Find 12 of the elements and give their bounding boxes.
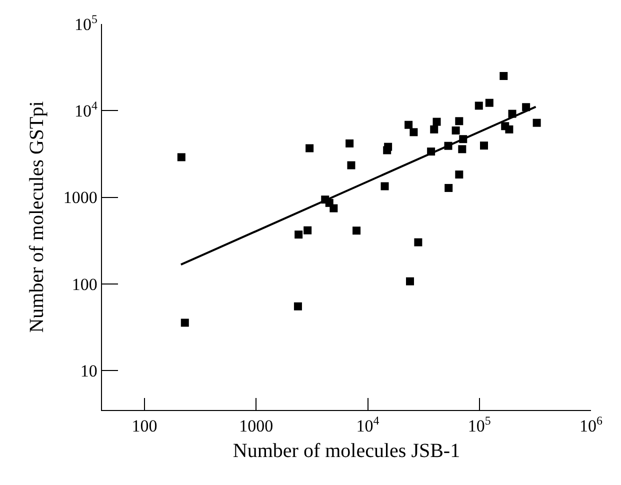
y-tick-label: 10 bbox=[80, 361, 98, 380]
x-tick-label: 10$^{4}$ bbox=[356, 413, 380, 436]
y-tick-label: 1000 bbox=[63, 188, 98, 208]
y-tick-label: 100 bbox=[72, 274, 98, 294]
y-tick-label: 10$^{5}$ bbox=[74, 12, 98, 34]
y-axis-title: Number of molecules GSTpi bbox=[26, 100, 48, 333]
x-tick-label: 1000 bbox=[239, 416, 274, 436]
x-tick-label: 100 bbox=[132, 416, 158, 436]
x-tick-label: 10$^{5}$ bbox=[468, 413, 491, 436]
x-axis-title: Number of molecules JSB-1 bbox=[232, 440, 460, 462]
y-tick-label: 10$^{4}$ bbox=[74, 98, 98, 121]
x-tick-label: 10$^{6}$ bbox=[580, 413, 603, 436]
